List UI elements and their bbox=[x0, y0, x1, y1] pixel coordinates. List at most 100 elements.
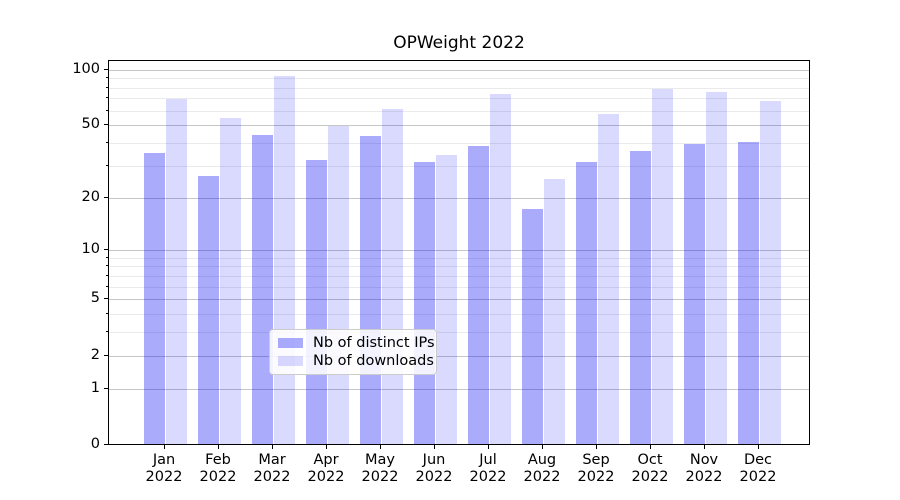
x-axis-tick-label-oct: Oct 2022 bbox=[631, 452, 669, 485]
x-axis-tick bbox=[380, 445, 381, 449]
major-gridline bbox=[109, 355, 809, 357]
y-axis-tick-label: 100 bbox=[72, 60, 100, 77]
plot-area bbox=[108, 60, 810, 445]
bar-distinct-ips-jan bbox=[144, 152, 165, 444]
bar-downloads-mar bbox=[274, 76, 295, 444]
minor-gridline bbox=[109, 78, 809, 80]
x-axis-tick bbox=[542, 445, 543, 449]
legend-swatch-distinct-ips bbox=[278, 338, 303, 348]
bar-downloads-aug bbox=[544, 179, 565, 444]
y-axis-minor-tick bbox=[106, 285, 108, 287]
x-axis-tick-label-apr: Apr 2022 bbox=[307, 452, 345, 485]
major-gridline bbox=[109, 250, 809, 252]
bar-downloads-oct bbox=[652, 88, 673, 444]
x-axis-tick bbox=[758, 445, 759, 449]
y-axis-tick bbox=[104, 354, 108, 356]
x-axis-tick bbox=[596, 445, 597, 449]
y-axis-minor-tick bbox=[106, 265, 108, 267]
major-gridline bbox=[109, 125, 809, 127]
bar-distinct-ips-dec bbox=[738, 142, 759, 444]
y-axis-tick-label: 1 bbox=[90, 379, 100, 396]
bar-distinct-ips-jul bbox=[468, 146, 489, 444]
bar-distinct-ips-mar bbox=[252, 134, 273, 444]
minor-gridline bbox=[109, 110, 809, 112]
x-axis-tick-label-may: May 2022 bbox=[361, 452, 399, 485]
y-axis-tick-label: 2 bbox=[90, 346, 100, 363]
x-axis-tick-label-sep: Sep 2022 bbox=[577, 452, 615, 485]
minor-gridline bbox=[109, 165, 809, 167]
minor-gridline bbox=[109, 257, 809, 259]
y-axis-minor-tick bbox=[106, 164, 108, 166]
major-gridline bbox=[109, 299, 809, 301]
bar-distinct-ips-nov bbox=[684, 144, 705, 444]
bar-distinct-ips-aug bbox=[522, 209, 543, 444]
y-axis-tick-label: 5 bbox=[90, 290, 100, 307]
y-axis-tick-label: 10 bbox=[81, 241, 100, 258]
x-axis-tick bbox=[488, 445, 489, 449]
bar-distinct-ips-apr bbox=[306, 159, 327, 444]
x-axis-tick bbox=[272, 445, 273, 449]
y-axis-tick bbox=[104, 249, 108, 251]
y-axis-tick-label: 0 bbox=[90, 436, 100, 452]
minor-gridline bbox=[109, 87, 809, 89]
bar-distinct-ips-jun bbox=[414, 162, 435, 444]
chart-title: OPWeight 2022 bbox=[393, 33, 525, 53]
bar-downloads-sep bbox=[598, 113, 619, 444]
minor-gridline bbox=[109, 98, 809, 100]
bar-distinct-ips-feb bbox=[198, 176, 219, 444]
x-axis-tick bbox=[326, 445, 327, 449]
y-axis-minor-tick bbox=[106, 142, 108, 144]
bar-distinct-ips-sep bbox=[576, 162, 597, 444]
y-axis-minor-tick bbox=[106, 274, 108, 276]
legend-label-distinct-ips: Nb of distinct IPs bbox=[313, 334, 435, 351]
x-axis-tick-label-jan: Jan 2022 bbox=[145, 452, 183, 485]
major-gridline bbox=[109, 69, 809, 71]
legend: Nb of distinct IPs Nb of downloads bbox=[269, 329, 437, 375]
y-axis-minor-tick bbox=[106, 313, 108, 315]
x-axis-tick-label-jun: Jun 2022 bbox=[415, 452, 453, 485]
x-axis-tick-label-jul: Jul 2022 bbox=[469, 452, 507, 485]
y-axis-minor-tick bbox=[106, 97, 108, 99]
minor-gridline bbox=[109, 286, 809, 288]
x-axis-tick bbox=[704, 445, 705, 449]
y-axis-minor-tick bbox=[106, 256, 108, 258]
minor-gridline bbox=[109, 314, 809, 316]
major-gridline bbox=[109, 197, 809, 199]
x-axis-tick bbox=[218, 445, 219, 449]
bar-downloads-jan bbox=[166, 98, 187, 444]
x-axis-tick-label-aug: Aug 2022 bbox=[523, 452, 561, 485]
x-axis-tick bbox=[434, 445, 435, 449]
y-axis-tick bbox=[104, 444, 108, 445]
bar-downloads-jun bbox=[436, 155, 457, 444]
y-axis-tick bbox=[104, 196, 108, 198]
minor-gridline bbox=[109, 266, 809, 268]
legend-label-downloads: Nb of downloads bbox=[313, 352, 434, 369]
x-axis-tick bbox=[650, 445, 651, 449]
y-axis-tick bbox=[104, 124, 108, 126]
legend-item-distinct-ips: Nb of distinct IPs bbox=[278, 335, 435, 352]
x-axis-tick-label-dec: Dec 2022 bbox=[739, 452, 777, 485]
legend-swatch-downloads bbox=[278, 356, 303, 366]
legend-item-downloads: Nb of downloads bbox=[278, 353, 434, 370]
bar-downloads-feb bbox=[220, 118, 241, 444]
major-gridline bbox=[109, 388, 809, 390]
y-axis-minor-tick bbox=[106, 77, 108, 79]
y-axis-minor-tick bbox=[106, 331, 108, 333]
y-axis-minor-tick bbox=[106, 86, 108, 88]
y-axis-tick bbox=[104, 68, 108, 70]
bar-distinct-ips-oct bbox=[630, 150, 651, 444]
bar-downloads-dec bbox=[760, 101, 781, 444]
y-axis-tick bbox=[104, 298, 108, 300]
x-axis-tick bbox=[164, 445, 165, 449]
y-axis-tick-label: 20 bbox=[81, 188, 100, 205]
minor-gridline bbox=[109, 332, 809, 334]
x-axis-tick-label-nov: Nov 2022 bbox=[685, 452, 723, 485]
y-axis-minor-tick bbox=[106, 109, 108, 111]
x-axis-tick-label-feb: Feb 2022 bbox=[199, 452, 237, 485]
x-axis-tick-label-mar: Mar 2022 bbox=[253, 452, 291, 485]
y-axis-tick-label: 50 bbox=[81, 116, 100, 133]
bar-downloads-jul bbox=[490, 94, 511, 444]
minor-gridline bbox=[109, 143, 809, 145]
y-axis-tick bbox=[104, 387, 108, 389]
